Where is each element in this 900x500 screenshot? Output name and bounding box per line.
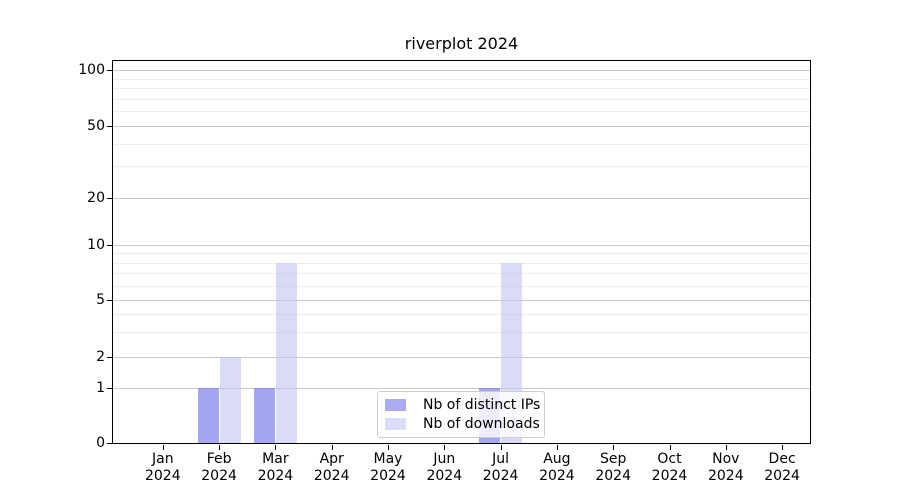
x-label-year: 2024 (426, 468, 463, 484)
x-tick-label: Jan 2024 (130, 451, 196, 485)
x-label-month: Nov (712, 451, 740, 467)
x-tick (444, 445, 446, 450)
x-label-month: May (373, 451, 403, 467)
x-label-month: Feb (206, 451, 232, 467)
legend-entry-distinct-ips: Nb of distinct IPs (385, 397, 541, 413)
x-tick (669, 445, 671, 450)
gridline-minor (113, 143, 810, 145)
x-tick (331, 445, 333, 450)
y-tick-label: 100 (78, 62, 105, 78)
legend-label-distinct-ips: Nb of distinct IPs (423, 397, 541, 413)
gridline-major (113, 70, 810, 71)
bar-downloads (219, 357, 241, 443)
x-tick (162, 445, 164, 450)
y-tick-label: 5 (96, 292, 105, 308)
gridline-minor (113, 166, 810, 168)
gridline-minor (113, 273, 810, 275)
gridline-major (113, 388, 810, 389)
x-label-year: 2024 (201, 468, 237, 484)
gridline-minor (113, 98, 810, 100)
x-tick-label: Jul 2024 (468, 451, 534, 485)
x-tick (219, 445, 221, 450)
y-tick-label: 1 (96, 380, 105, 396)
plot-area (112, 60, 811, 444)
x-label-year: 2024 (595, 468, 631, 484)
gridline-major (113, 357, 810, 358)
gridline-major (113, 300, 810, 301)
x-label-year: 2024 (707, 468, 744, 484)
gridline-minor (113, 262, 810, 264)
x-tick (275, 445, 277, 450)
x-label-month: Dec (768, 451, 796, 467)
x-label-month: Jan (152, 451, 174, 467)
gridline-major (113, 198, 810, 199)
x-label-month: Oct (657, 451, 682, 467)
legend-swatch-distinct-ips (385, 399, 406, 411)
legend-swatch-downloads (385, 418, 406, 430)
x-label-month: Aug (543, 451, 571, 467)
legend-entry-downloads: Nb of downloads (385, 416, 540, 432)
x-tick-label: Oct 2024 (637, 451, 703, 485)
x-tick-label: Dec 2024 (749, 451, 815, 485)
x-label-year: 2024 (313, 468, 350, 484)
gridline-minor (113, 78, 810, 80)
y-tick (107, 357, 112, 358)
x-tick (556, 445, 558, 450)
x-tick (725, 445, 727, 450)
bar-downloads (275, 262, 297, 443)
x-tick (388, 445, 389, 450)
x-label-month: Jun (433, 451, 456, 467)
x-label-year: 2024 (482, 468, 519, 484)
y-tick (107, 198, 112, 199)
y-tick-label: 50 (87, 118, 105, 134)
y-tick-label: 2 (96, 349, 105, 365)
bar-distinct-ips (253, 388, 275, 443)
x-tick (613, 445, 615, 450)
chart-title: riverplot 2024 (404, 34, 519, 53)
x-label-year: 2024 (257, 468, 294, 484)
x-tick-label: Nov 2024 (693, 451, 759, 485)
x-label-month: Sep (599, 451, 627, 467)
gridline-minor (113, 111, 810, 113)
x-tick (782, 445, 784, 450)
x-tick-label: Mar 2024 (242, 451, 308, 485)
x-label-year: 2024 (764, 468, 800, 484)
x-label-year: 2024 (144, 468, 181, 484)
y-tick (107, 245, 112, 246)
x-tick-label: Feb 2024 (186, 451, 252, 485)
legend: Nb of distinct IPs Nb of downloads (377, 391, 545, 438)
gridline-minor (113, 313, 810, 315)
gridline-major (113, 126, 810, 127)
y-tick-label: 10 (87, 237, 105, 253)
x-tick-label: May 2024 (355, 451, 421, 485)
bar-distinct-ips (197, 388, 219, 443)
x-label-month: Mar (262, 451, 289, 467)
gridline-minor (113, 285, 810, 287)
x-tick-label: Sep 2024 (580, 451, 646, 485)
y-tick-label: 0 (96, 435, 105, 451)
y-tick (107, 443, 112, 444)
y-tick (107, 300, 112, 301)
x-label-year: 2024 (370, 468, 406, 484)
gridline-minor (113, 253, 810, 255)
x-tick-label: Apr 2024 (299, 451, 365, 485)
gridline-minor (113, 331, 810, 333)
x-label-month: Jul (492, 451, 510, 467)
x-tick (500, 445, 502, 450)
legend-label-downloads: Nb of downloads (423, 416, 540, 432)
gridline-minor (113, 88, 810, 90)
y-tick (107, 70, 112, 71)
x-label-month: Apr (319, 451, 344, 467)
x-tick-label: Jun 2024 (411, 451, 477, 485)
y-tick (107, 126, 112, 127)
x-label-year: 2024 (651, 468, 688, 484)
gridline-major (113, 245, 810, 246)
y-tick-label: 20 (87, 190, 105, 206)
x-tick-label: Aug 2024 (524, 451, 590, 485)
y-tick (107, 388, 112, 389)
x-label-year: 2024 (539, 468, 575, 484)
